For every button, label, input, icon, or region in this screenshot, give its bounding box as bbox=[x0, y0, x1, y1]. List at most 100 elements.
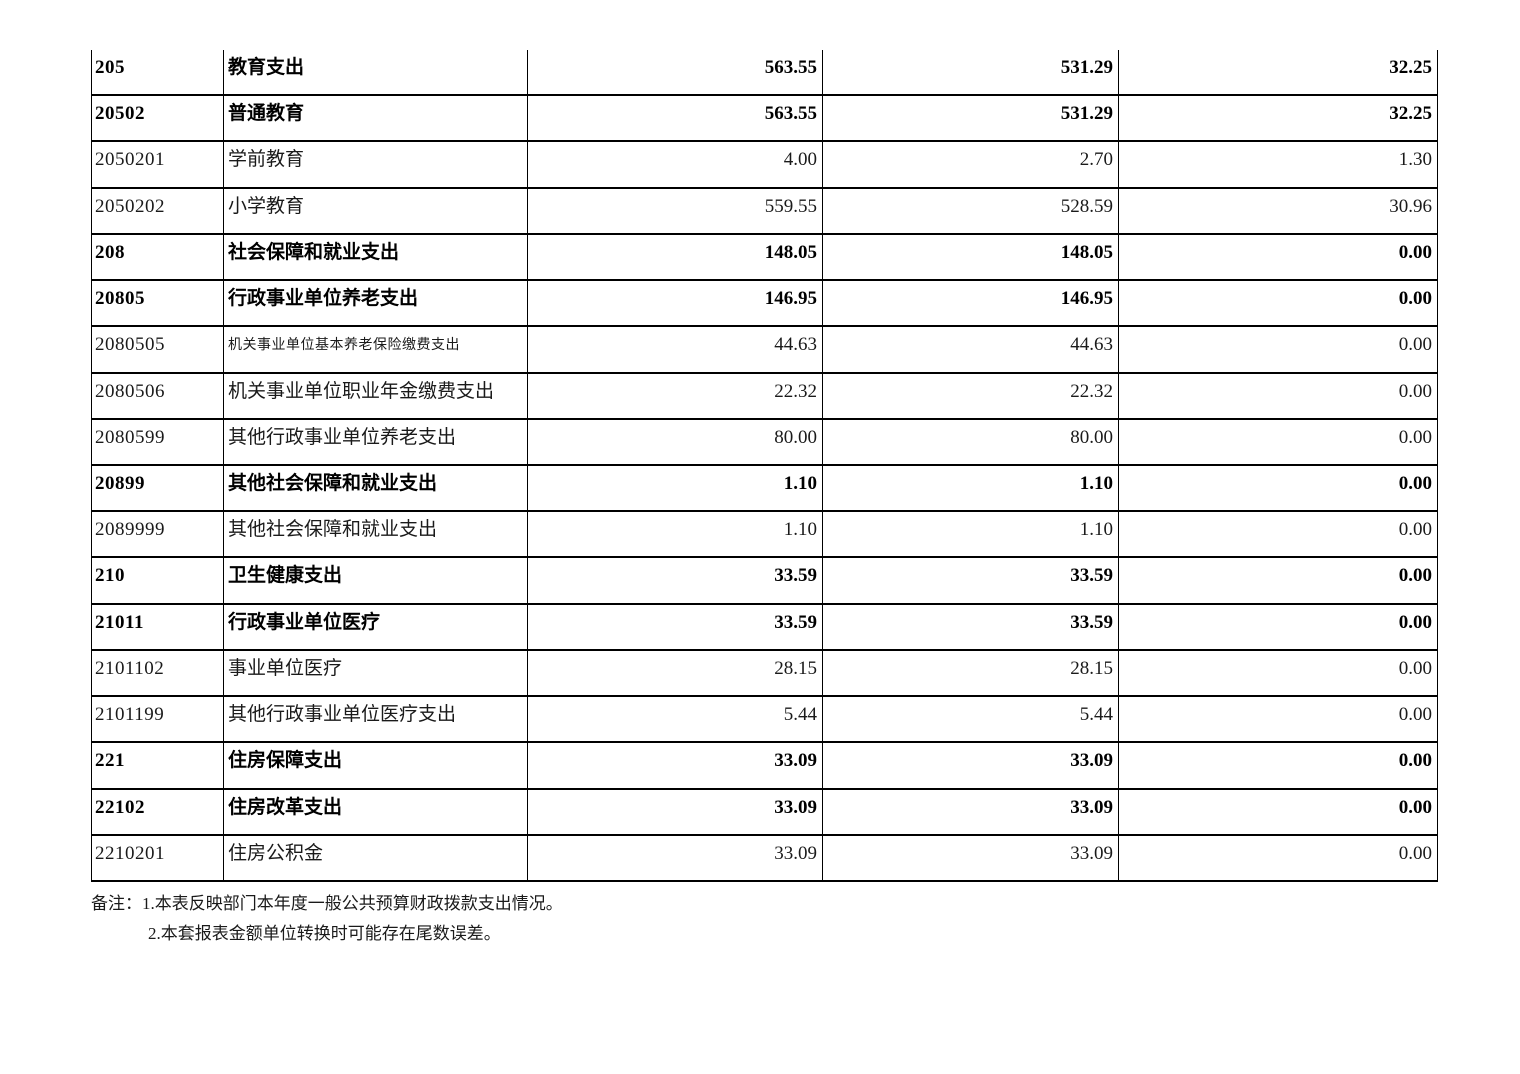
table-row: 2101102 事业单位医疗 28.15 28.15 0.00 bbox=[92, 650, 1439, 698]
code-cell: 20502 bbox=[92, 96, 224, 143]
code-cell: 210 bbox=[92, 558, 224, 605]
amount-total-cell: 563.55 bbox=[528, 96, 823, 143]
amount-project-cell: 0.00 bbox=[1119, 743, 1438, 790]
table-row: 2089999 其他社会保障和就业支出 1.10 1.10 0.00 bbox=[92, 512, 1439, 559]
table-row: 20502 普通教育 563.55 531.29 32.25 bbox=[92, 96, 1439, 143]
table-row: 2050201 学前教育 4.00 2.70 1.30 bbox=[92, 142, 1439, 189]
amount-basic-cell: 148.05 bbox=[823, 234, 1119, 282]
name-cell: 行政事业单位养老支出 bbox=[224, 281, 528, 328]
amount-project-cell: 30.96 bbox=[1119, 188, 1438, 235]
name-cell: 其他行政事业单位养老支出 bbox=[224, 419, 528, 466]
code-cell: 20899 bbox=[92, 465, 224, 513]
amount-basic-cell: 531.29 bbox=[823, 96, 1119, 143]
amount-total-cell: 28.15 bbox=[528, 650, 823, 698]
name-cell: 事业单位医疗 bbox=[224, 650, 528, 698]
name-cell: 机关事业单位基本养老保险缴费支出 bbox=[224, 327, 528, 374]
code-cell: 221 bbox=[92, 743, 224, 790]
amount-project-cell: 0.00 bbox=[1119, 373, 1438, 420]
code-cell: 2050201 bbox=[92, 142, 224, 189]
name-cell: 小学教育 bbox=[224, 188, 528, 235]
amount-project-cell: 32.25 bbox=[1119, 96, 1438, 143]
code-cell: 2210201 bbox=[92, 835, 224, 882]
amount-basic-cell: 28.15 bbox=[823, 650, 1119, 698]
budget-table: 205 教育支出 563.55 531.29 32.25 20502 普通教育 563.55 5… bbox=[91, 50, 1439, 882]
amount-total-cell: 4.00 bbox=[528, 142, 823, 189]
amount-project-cell: 0.00 bbox=[1119, 327, 1438, 374]
code-cell: 2080505 bbox=[92, 327, 224, 374]
table-row: 205 教育支出 563.55 531.29 32.25 bbox=[92, 50, 1439, 97]
name-cell: 社会保障和就业支出 bbox=[224, 234, 528, 282]
table-row: 221 住房保障支出 33.09 33.09 0.00 bbox=[92, 743, 1439, 790]
table-row: 20899 其他社会保障和就业支出 1.10 1.10 0.00 bbox=[92, 465, 1439, 513]
note-line-1: 备注：1.本表反映部门本年度一般公共预算财政拨款支出情况。 bbox=[91, 894, 563, 913]
name-cell: 学前教育 bbox=[224, 142, 528, 189]
amount-total-cell: 80.00 bbox=[528, 419, 823, 466]
table-row: 2101199 其他行政事业单位医疗支出 5.44 5.44 0.00 bbox=[92, 697, 1439, 744]
amount-basic-cell: 2.70 bbox=[823, 142, 1119, 189]
amount-basic-cell: 531.29 bbox=[823, 50, 1119, 97]
amount-project-cell: 0.00 bbox=[1119, 234, 1438, 282]
amount-project-cell: 0.00 bbox=[1119, 558, 1438, 605]
code-cell: 22102 bbox=[92, 789, 224, 836]
note-line-2: 2.本套报表金额单位转换时可能存在尾数误差。 bbox=[148, 924, 501, 943]
table-row: 2080506 机关事业单位职业年金缴费支出 22.32 22.32 0.00 bbox=[92, 373, 1439, 420]
amount-project-cell: 0.00 bbox=[1119, 835, 1438, 882]
amount-basic-cell: 5.44 bbox=[823, 697, 1119, 744]
amount-basic-cell: 33.59 bbox=[823, 558, 1119, 605]
amount-project-cell: 0.00 bbox=[1119, 789, 1438, 836]
amount-basic-cell: 33.09 bbox=[823, 789, 1119, 836]
amount-project-cell: 0.00 bbox=[1119, 697, 1438, 744]
amount-basic-cell: 33.09 bbox=[823, 835, 1119, 882]
amount-basic-cell: 22.32 bbox=[823, 373, 1119, 420]
name-cell: 机关事业单位职业年金缴费支出 bbox=[224, 373, 528, 420]
code-cell: 205 bbox=[92, 50, 224, 97]
amount-total-cell: 148.05 bbox=[528, 234, 823, 282]
table-row: 208 社会保障和就业支出 148.05 148.05 0.00 bbox=[92, 234, 1439, 282]
name-cell: 其他社会保障和就业支出 bbox=[224, 465, 528, 513]
table-row: 210 卫生健康支出 33.59 33.59 0.00 bbox=[92, 558, 1439, 605]
amount-total-cell: 559.55 bbox=[528, 188, 823, 235]
name-cell: 行政事业单位医疗 bbox=[224, 604, 528, 651]
amount-basic-cell: 1.10 bbox=[823, 512, 1119, 559]
code-cell: 2101199 bbox=[92, 697, 224, 744]
code-cell: 2050202 bbox=[92, 188, 224, 235]
code-cell: 20805 bbox=[92, 281, 224, 328]
code-cell: 208 bbox=[92, 234, 224, 282]
table-row: 2210201 住房公积金 33.09 33.09 0.00 bbox=[92, 835, 1439, 882]
amount-total-cell: 1.10 bbox=[528, 512, 823, 559]
amount-basic-cell: 33.59 bbox=[823, 604, 1119, 651]
notes-block: 备注：1.本表反映部门本年度一般公共预算财政拨款支出情况。 2.本套报表金额单位… bbox=[91, 889, 563, 949]
amount-basic-cell: 44.63 bbox=[823, 327, 1119, 374]
amount-basic-cell: 80.00 bbox=[823, 419, 1119, 466]
name-cell: 教育支出 bbox=[224, 50, 528, 97]
amount-project-cell: 1.30 bbox=[1119, 142, 1438, 189]
code-cell: 2080599 bbox=[92, 419, 224, 466]
amount-project-cell: 0.00 bbox=[1119, 512, 1438, 559]
table-row: 21011 行政事业单位医疗 33.59 33.59 0.00 bbox=[92, 604, 1439, 651]
amount-total-cell: 33.59 bbox=[528, 558, 823, 605]
amount-total-cell: 33.09 bbox=[528, 789, 823, 836]
amount-basic-cell: 1.10 bbox=[823, 465, 1119, 513]
amount-project-cell: 0.00 bbox=[1119, 650, 1438, 698]
code-cell: 21011 bbox=[92, 604, 224, 651]
amount-basic-cell: 528.59 bbox=[823, 188, 1119, 235]
amount-basic-cell: 146.95 bbox=[823, 281, 1119, 328]
code-cell: 2101102 bbox=[92, 650, 224, 698]
amount-total-cell: 44.63 bbox=[528, 327, 823, 374]
table-row: 22102 住房改革支出 33.09 33.09 0.00 bbox=[92, 789, 1439, 836]
table-row: 20805 行政事业单位养老支出 146.95 146.95 0.00 bbox=[92, 281, 1439, 328]
amount-total-cell: 33.09 bbox=[528, 743, 823, 790]
code-cell: 2080506 bbox=[92, 373, 224, 420]
amount-project-cell: 32.25 bbox=[1119, 50, 1438, 97]
amount-project-cell: 0.00 bbox=[1119, 281, 1438, 328]
amount-total-cell: 563.55 bbox=[528, 50, 823, 97]
name-cell: 住房改革支出 bbox=[224, 789, 528, 836]
amount-total-cell: 33.09 bbox=[528, 835, 823, 882]
table-row: 2050202 小学教育 559.55 528.59 30.96 bbox=[92, 188, 1439, 235]
name-cell: 普通教育 bbox=[224, 96, 528, 143]
name-cell: 住房保障支出 bbox=[224, 743, 528, 790]
code-cell: 2089999 bbox=[92, 512, 224, 559]
name-cell: 卫生健康支出 bbox=[224, 558, 528, 605]
amount-project-cell: 0.00 bbox=[1119, 604, 1438, 651]
